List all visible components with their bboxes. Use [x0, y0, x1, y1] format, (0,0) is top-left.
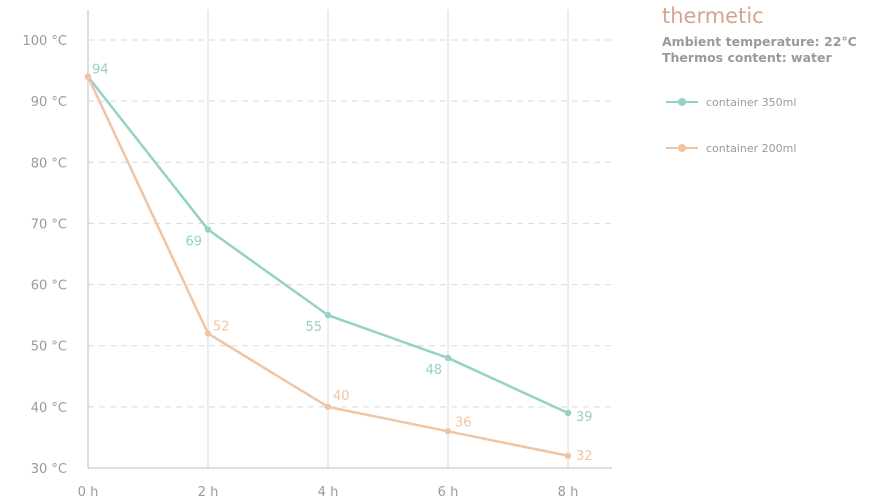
- data-label: 94: [92, 63, 109, 78]
- y-tick-label: 60 °C: [31, 279, 67, 294]
- x-tick-label: 8 h: [558, 485, 579, 500]
- brand-title: thermetic: [662, 4, 764, 28]
- x-tick-label: 6 h: [438, 485, 459, 500]
- data-label: 48: [425, 363, 442, 378]
- x-tick-label: 4 h: [318, 485, 339, 500]
- thermos-content-text: Thermos content: water: [662, 50, 832, 65]
- grid: [88, 10, 612, 468]
- legend-label-200ml: container 200ml: [706, 141, 797, 155]
- data-label: 39: [576, 410, 593, 425]
- data-label: 36: [455, 415, 472, 430]
- data-point: [204, 226, 212, 233]
- legend-item-350ml: container 350ml: [666, 92, 876, 112]
- legend-item-200ml: container 200ml: [666, 138, 876, 158]
- legend: container 350ml container 200ml: [666, 92, 876, 158]
- y-tick-label: 50 °C: [31, 340, 67, 355]
- data-label: 32: [576, 449, 593, 464]
- y-tick-label: 80 °C: [31, 156, 67, 171]
- y-tick-label: 30 °C: [31, 462, 67, 477]
- data-point: [444, 354, 452, 362]
- y-tick-label: 70 °C: [31, 217, 67, 232]
- x-tick-label: 2 h: [198, 485, 219, 500]
- y-tick-label: 100 °C: [22, 34, 67, 49]
- data-point: [564, 409, 572, 417]
- y-tick-label: 40 °C: [31, 401, 67, 416]
- data-point: [564, 452, 572, 459]
- data-label: 69: [185, 235, 202, 250]
- legend-swatch-200ml: [666, 143, 698, 153]
- data-label: 40: [333, 389, 350, 404]
- ambient-temperature-text: Ambient temperature: 22°C: [662, 34, 857, 49]
- legend-label-350ml: container 350ml: [706, 95, 797, 109]
- data-point: [444, 428, 452, 435]
- data-point: [324, 311, 332, 319]
- data-label: 55: [305, 320, 322, 335]
- data-point: [204, 330, 212, 337]
- line-chart: 30 °C 40 °C 50 °C 60 °C 70 °C 80 °C 90 °C 100 °…: [22, 10, 612, 500]
- x-tick-label: 0 h: [78, 485, 99, 500]
- data-point: [324, 403, 332, 411]
- data-labels: 94 69 55 48 39 52 40 36 32: [92, 63, 593, 464]
- info-panel: thermetic Ambient temperature: 22°C Ther…: [662, 4, 876, 184]
- axes: 30 °C 40 °C 50 °C 60 °C 70 °C 80 °C 90 °C 100 °…: [22, 10, 612, 500]
- data-label: 52: [213, 319, 230, 334]
- legend-swatch-350ml: [666, 97, 698, 107]
- y-tick-label: 90 °C: [31, 95, 67, 110]
- series-lines: [84, 73, 572, 459]
- data-point: [84, 73, 92, 80]
